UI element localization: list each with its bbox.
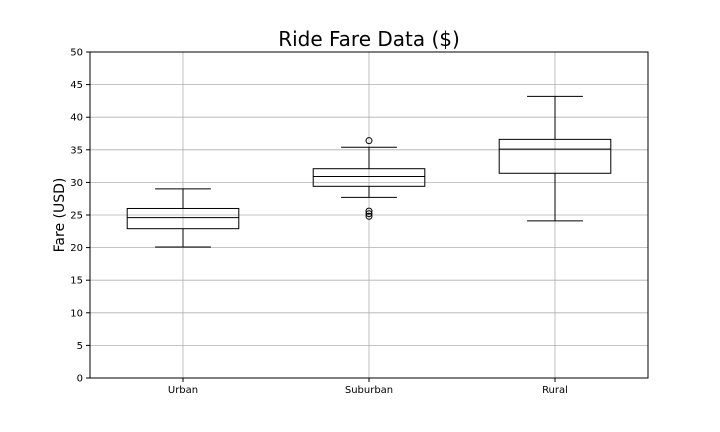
y-tick-label: 45 [70,80,83,91]
y-tick-label: 20 [70,243,83,254]
box-series [126,95,612,248]
box-urban [126,188,240,248]
y-tick-label: 50 [70,48,83,59]
plot-area-frame [89,51,649,379]
y-tick-label: 30 [70,178,83,189]
grid-lines [90,51,648,379]
x-axis-ticks: Urban Suburban Rural [168,378,568,396]
y-tick-label: 35 [70,145,83,156]
outlier-point [365,210,373,218]
x-tick-label: Rural [542,385,568,396]
y-tick-label: 0 [77,374,83,385]
y-tick-label: 5 [77,341,83,352]
iqr-box [312,168,426,187]
outlier-point [365,212,373,220]
x-tick-label: Urban [168,385,198,396]
box-rural [498,95,612,222]
x-tick-label: Suburban [345,385,393,396]
y-axis-ticks: 0 5 10 15 20 25 30 35 40 45 50 [70,48,90,385]
iqr-box [498,138,612,174]
iqr-box [126,207,240,230]
y-tick-label: 40 [70,113,83,124]
y-tick-label: 10 [70,308,83,319]
y-axis-label: Fare (USD) [52,178,68,253]
box-suburban [312,137,426,220]
outlier-point [365,137,373,145]
outlier-point [365,207,373,215]
chart-title: Ride Fare Data ($) [278,27,460,51]
y-tick-label: 25 [70,211,83,222]
y-tick-label: 15 [70,276,83,287]
